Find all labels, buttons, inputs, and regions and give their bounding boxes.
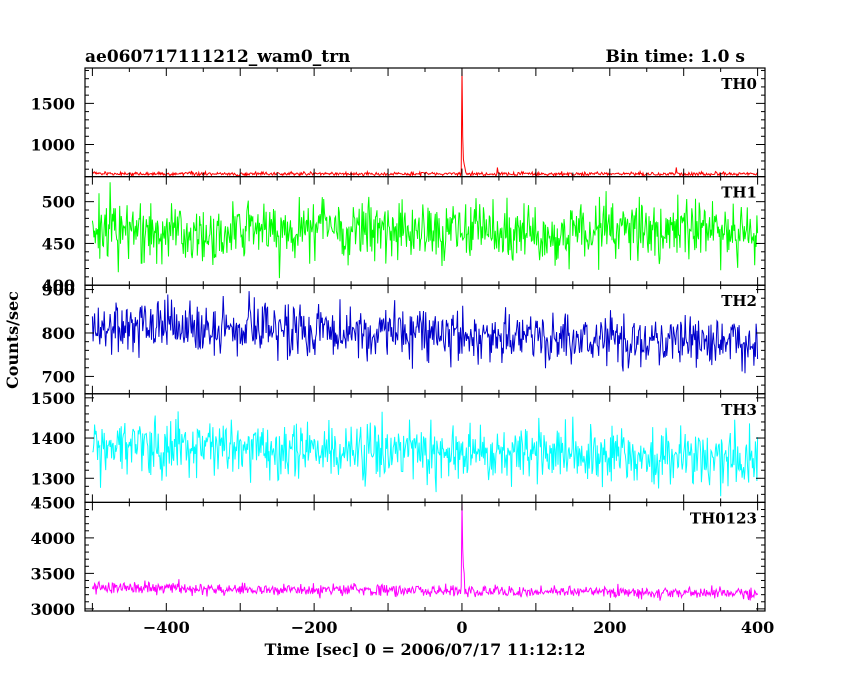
y-axis-label: Counts/sec: [3, 291, 22, 389]
y-tick-label: 4000: [30, 529, 75, 548]
panel-label-th3: TH3: [721, 401, 757, 419]
panels-group: 10001500TH0400450500TH1700800900TH213001…: [30, 67, 766, 619]
y-tick-label: 1000: [30, 136, 75, 155]
series-line-th0123: [91, 502, 759, 601]
panel-th0: 1000 1500 TH0: [30, 67, 766, 178]
series-line-th1: [91, 182, 759, 279]
bin-time-label: Bin time: 1.0 s: [606, 47, 745, 67]
x-tick-label: 400: [741, 618, 774, 637]
y-tick-label: 1500: [30, 389, 75, 408]
series-line-th0: [92, 68, 758, 177]
series-line-th2: [91, 291, 759, 374]
panel-label-th2: TH2: [721, 292, 757, 310]
y-tick-label: 1300: [30, 469, 75, 488]
panel-th2: 700 800 900 TH2: [42, 281, 766, 395]
y-tick-label: 4500: [30, 493, 75, 512]
x-axis: −400 −200 0 200 400: [143, 618, 774, 637]
x-tick-label: −400: [143, 618, 190, 637]
x-axis-label: Time [sec] 0 = 2006/07/17 11:12:12: [265, 640, 586, 659]
y-tick-label: 1500: [30, 94, 75, 113]
y-tick-label: 900: [42, 281, 75, 300]
panel-th3: 1300 1400 1500 TH3: [30, 389, 766, 503]
x-tick-label: −200: [291, 618, 338, 637]
y-tick-label: 3000: [30, 600, 75, 619]
x-tick-label: 0: [456, 618, 467, 637]
y-tick-label: 3500: [30, 564, 75, 583]
chart-title: ae060717111212_wam0_trn: [85, 47, 350, 67]
y-tick-label: 700: [42, 367, 75, 386]
y-tick-label: 400: [42, 276, 75, 295]
y-tick-label: 800: [42, 324, 75, 343]
panel-label-th0: TH0: [721, 75, 757, 93]
panel-label-th1: TH1: [721, 184, 757, 202]
panel-frame: [84, 501, 766, 612]
panel-frame: [84, 67, 766, 178]
panel-th1: 400 450 500 TH1: [42, 176, 766, 295]
y-tick-label: 500: [42, 193, 75, 212]
series-line-th3: [92, 411, 759, 497]
x-tick-label: 200: [593, 618, 626, 637]
y-tick-label: 1400: [30, 429, 75, 448]
panel-th0123: 3000 3500 4000 4500 TH0123: [30, 493, 766, 619]
y-tick-label: 450: [42, 234, 75, 253]
panel-label-th0123: TH0123: [690, 509, 757, 527]
